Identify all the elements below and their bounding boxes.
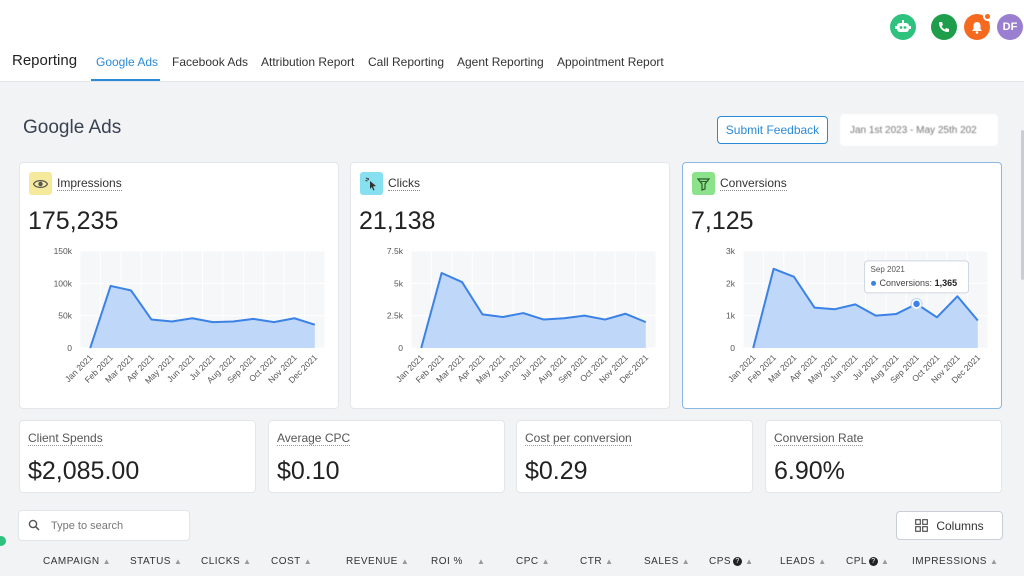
info-icon: ? [733, 557, 743, 566]
col-leads[interactable]: LEADS ▲ [780, 556, 827, 567]
cost-per-conversion-card: Cost per conversion $0.29 [516, 420, 753, 493]
tab-agent-reporting[interactable]: Agent Reporting [457, 55, 544, 69]
eye-icon [29, 172, 52, 195]
y-tick-label: 0 [67, 343, 72, 353]
y-tick-label: 3k [726, 246, 736, 256]
y-tick-label: 1k [726, 311, 736, 321]
report-nav: Reporting Google Ads Facebook Ads Attrib… [0, 48, 1024, 82]
y-tick-label: 0 [730, 343, 735, 353]
series-line [89, 284, 316, 349]
col-impressions[interactable]: IMPRESSIONS ▲ [912, 556, 999, 567]
tab-appointment-report[interactable]: Appointment Report [557, 55, 664, 69]
highlight-point [911, 299, 922, 309]
area-fill [753, 268, 978, 348]
table-header: CAMPAIGN ▲ STATUS ▲ CLICKS ▲ COST ▲ REVENUE ▲… [0, 556, 1024, 576]
tab-attribution-report[interactable]: Attribution Report [261, 55, 355, 69]
tab-google-ads[interactable]: Google Ads [96, 55, 159, 69]
client-spends-value: $2,085.00 [28, 457, 140, 485]
page-title: Google Ads [23, 117, 122, 138]
impressions-value: 175,235 [28, 207, 119, 235]
col-ctr[interactable]: CTR ▲ [580, 556, 614, 567]
cost-per-conversion-value: $0.29 [525, 457, 588, 485]
series-line [420, 271, 647, 349]
tooltip-month: Sep 2021 [871, 265, 906, 274]
date-range-picker[interactable]: Jan 1st 2023 - May 25th 202 [840, 114, 998, 146]
scrollbar[interactable] [1021, 130, 1024, 280]
impressions-label: Impressions [57, 176, 122, 191]
col-revenue[interactable]: REVENUE ▲ [346, 556, 410, 567]
conversion-rate-label: Conversion Rate [774, 431, 864, 446]
cost-per-conversion-label: Cost per conversion [525, 431, 632, 446]
notification-dot [983, 12, 992, 21]
col-cpl[interactable]: CPL? ▲ [846, 556, 890, 567]
cursor-click-icon [360, 172, 383, 195]
active-tab-indicator [91, 79, 160, 81]
tab-facebook-ads[interactable]: Facebook Ads [172, 55, 249, 69]
tooltip-marker [871, 280, 877, 286]
conversions-card[interactable]: Conversions 7,125 0 1k 2k 3k Jan 2021 Feb 202… [682, 162, 1002, 409]
search-icon [28, 519, 40, 531]
tooltip-box [864, 260, 970, 294]
conversions-label: Conversions [720, 176, 787, 191]
info-icon: ? [868, 557, 878, 566]
average-cpc-value: $0.10 [277, 457, 340, 485]
tooltip-value: 1,365 [935, 278, 958, 288]
top-header: DF Reporting Google Ads Facebook Ads Att… [0, 0, 1024, 82]
col-sales[interactable]: SALES ▲ [644, 556, 691, 567]
client-spends-card: Client Spends $2,085.00 [19, 420, 256, 493]
robot-icon[interactable] [890, 14, 916, 40]
y-tick-label: 5k [394, 278, 404, 288]
col-cps[interactable]: CPS? ▲ [709, 556, 754, 567]
search-input[interactable] [51, 517, 183, 535]
average-cpc-card: Average CPC $0.10 [268, 420, 505, 493]
impressions-card[interactable]: Impressions 175,235 0 50k 100k 150k Jan 2021… [19, 162, 339, 409]
col-campaign[interactable]: CAMPAIGN ▲ [43, 556, 112, 567]
avatar[interactable]: DF [997, 14, 1023, 40]
tab-call-reporting[interactable]: Call Reporting [368, 55, 445, 69]
conversion-rate-card: Conversion Rate 6.90% [765, 420, 1002, 493]
client-spends-label: Client Spends [28, 431, 103, 446]
col-roi[interactable]: ROI % ▲ [431, 556, 486, 567]
col-cost[interactable]: COST ▲ [271, 556, 313, 567]
average-cpc-label: Average CPC [277, 431, 351, 446]
phone-icon[interactable] [931, 14, 957, 40]
col-cpc[interactable]: CPC ▲ [516, 556, 551, 567]
conversion-rate-value: 6.90% [774, 457, 845, 485]
clicks-card[interactable]: Clicks 21,138 0 2.5k 5k 7.5k Jan 2021 Feb 202… [350, 162, 670, 409]
y-tick-label: 100k [54, 278, 73, 288]
area-fill [421, 272, 646, 348]
funnel-icon [692, 172, 715, 195]
series-line [752, 267, 979, 349]
conversions-value: 7,125 [691, 207, 754, 235]
y-tick-label: 150k [54, 246, 73, 256]
nav-title: Reporting [12, 52, 78, 69]
y-tick-label: 7.5k [387, 246, 404, 256]
submit-feedback-button[interactable]: Submit Feedback [717, 116, 828, 144]
y-tick-label: 2.5k [387, 311, 404, 321]
col-clicks[interactable]: CLICKS ▲ [201, 556, 252, 567]
bell-icon[interactable] [964, 12, 992, 40]
col-status[interactable]: STATUS ▲ [130, 556, 183, 567]
help-widget-dot[interactable] [0, 536, 6, 546]
clicks-value: 21,138 [359, 207, 436, 235]
clicks-label: Clicks [388, 176, 420, 191]
area-fill [90, 285, 315, 348]
columns-label: Columns [936, 518, 984, 533]
grid-icon [915, 519, 929, 532]
y-tick-label: 50k [58, 311, 72, 321]
y-tick-label: 0 [398, 343, 403, 353]
y-tick-label: 2k [726, 278, 736, 288]
search-box [18, 510, 190, 541]
tooltip-label: Conversions: 1,365 [880, 278, 958, 288]
columns-button[interactable]: Columns [896, 511, 1003, 540]
